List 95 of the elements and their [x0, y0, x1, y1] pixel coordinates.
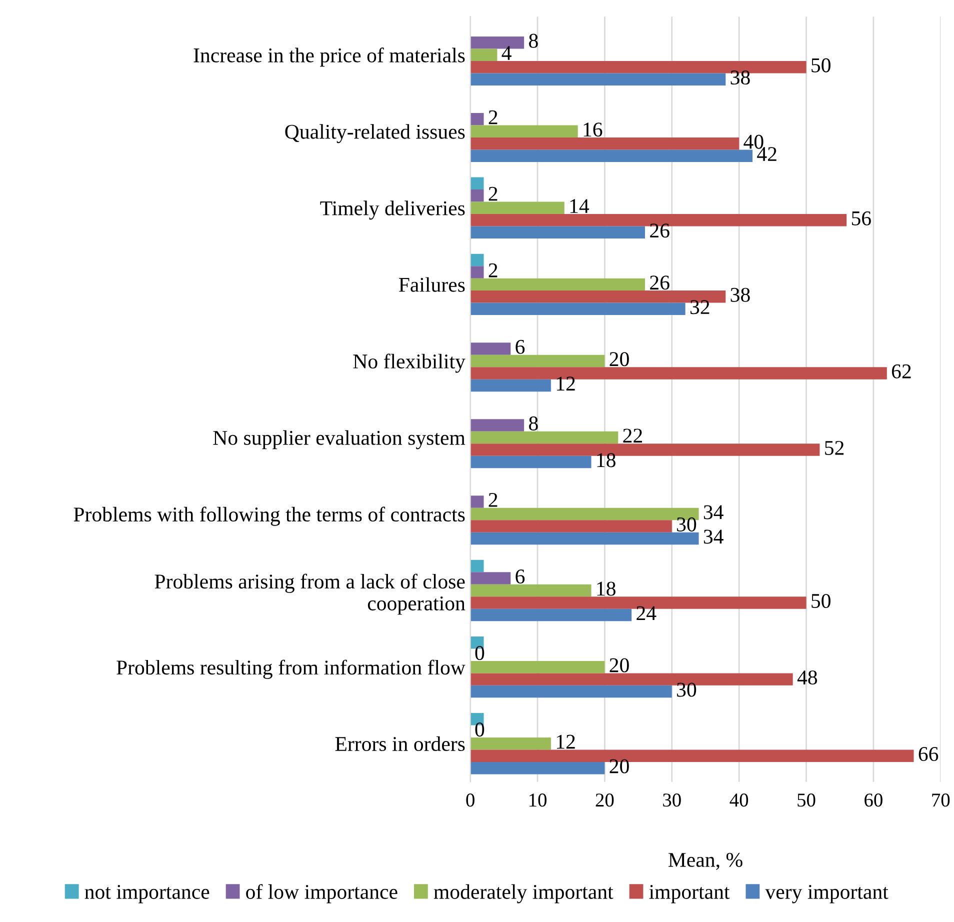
legend-label: not importance — [84, 884, 210, 904]
bar — [470, 150, 753, 162]
data-label: 2 — [488, 263, 498, 278]
y-tick-label: Failures — [398, 277, 465, 292]
data-label: 62 — [892, 364, 911, 378]
data-label: 2 — [488, 186, 498, 201]
bar — [470, 737, 551, 750]
bar — [470, 431, 618, 444]
data-label: 38 — [730, 70, 750, 85]
bar — [470, 354, 605, 368]
data-label: 30 — [677, 682, 696, 697]
data-label: 30 — [677, 517, 696, 532]
data-label: 50 — [812, 58, 830, 72]
bar — [470, 48, 498, 61]
data-label: 2 — [488, 110, 498, 124]
x-axis-title: Mean, % — [668, 852, 742, 870]
bar — [470, 125, 578, 138]
data-label: 34 — [704, 530, 724, 544]
bar — [470, 342, 511, 355]
data-label: 26 — [650, 276, 670, 290]
data-label: 56 — [852, 211, 871, 226]
bar — [470, 177, 484, 190]
data-label: 8 — [529, 34, 538, 48]
bar — [470, 254, 484, 266]
data-label: 6 — [516, 340, 525, 354]
data-label: 50 — [812, 594, 830, 608]
x-tick-label: 10 — [530, 794, 546, 807]
x-tick-label: 50 — [798, 794, 816, 807]
bar — [470, 496, 484, 508]
data-label: 18 — [597, 582, 616, 596]
x-tick-label: 60 — [864, 794, 882, 807]
data-label: 20 — [610, 352, 629, 366]
legend-label: important — [649, 884, 730, 904]
legend-label: moderately important — [434, 884, 614, 904]
data-label: 26 — [650, 224, 670, 238]
data-label: 20 — [610, 759, 629, 774]
legend-label: very important — [765, 884, 888, 904]
bar — [470, 685, 672, 698]
bar — [470, 584, 592, 597]
y-tick-label: Increase in the price of materials — [194, 48, 465, 67]
y-tick-label: Problems with following the terms of contracts — [74, 506, 465, 526]
data-label: 66 — [918, 747, 938, 762]
bar — [470, 532, 699, 545]
bar — [470, 762, 605, 774]
legend-label: of low importance — [246, 884, 398, 904]
y-tick-label: No flexibility — [353, 354, 466, 373]
y-tick-label: Errors in orders — [335, 736, 465, 752]
bar — [470, 456, 592, 468]
bar — [470, 379, 551, 392]
bar — [470, 660, 605, 674]
data-label: 22 — [623, 428, 642, 442]
data-label: 52 — [825, 440, 844, 455]
bar — [470, 302, 686, 316]
data-label: 38 — [730, 288, 750, 302]
y-tick-label: Timely deliveries — [320, 200, 465, 220]
bar — [470, 520, 672, 532]
data-label: 16 — [584, 122, 602, 137]
data-label: 0 — [475, 646, 484, 660]
x-tick-label: 20 — [596, 794, 614, 807]
y-tick-label: No supplier evaluation system — [213, 430, 466, 450]
data-label: 42 — [757, 147, 776, 161]
x-tick-label: 70 — [932, 794, 950, 807]
bar — [470, 190, 484, 202]
bar — [470, 202, 564, 214]
bar — [470, 73, 726, 86]
bar — [470, 608, 632, 622]
data-label: 0 — [475, 722, 484, 737]
data-label: 6 — [516, 570, 525, 584]
data-label: 12 — [556, 376, 575, 390]
data-label: 4 — [502, 46, 512, 60]
data-label: 32 — [690, 300, 710, 314]
bar — [470, 572, 511, 584]
bar — [470, 560, 484, 572]
bar — [470, 266, 484, 278]
data-label: 14 — [570, 199, 590, 213]
y-tick-label: Problems arising from a lack of close cooperation — [154, 574, 466, 615]
bar — [470, 278, 646, 291]
bar — [470, 113, 484, 126]
x-tick-label: 0 — [466, 794, 474, 807]
bar — [470, 138, 740, 150]
data-label: 34 — [704, 505, 724, 520]
data-label: 20 — [610, 658, 629, 672]
data-label: 12 — [556, 734, 575, 749]
x-tick-label: 30 — [663, 794, 681, 807]
bar — [470, 419, 524, 432]
data-label: 8 — [529, 416, 538, 430]
x-tick-label: 40 — [730, 794, 748, 807]
data-label: 18 — [597, 453, 616, 468]
data-label: 2 — [488, 492, 498, 507]
data-label: 24 — [636, 606, 656, 620]
y-tick-label: Quality-related issues — [285, 124, 465, 144]
data-label: 40 — [744, 134, 764, 149]
data-label: 48 — [797, 670, 818, 685]
y-tick-label: Problems resulting from information flow — [116, 660, 466, 679]
bar — [470, 226, 646, 239]
